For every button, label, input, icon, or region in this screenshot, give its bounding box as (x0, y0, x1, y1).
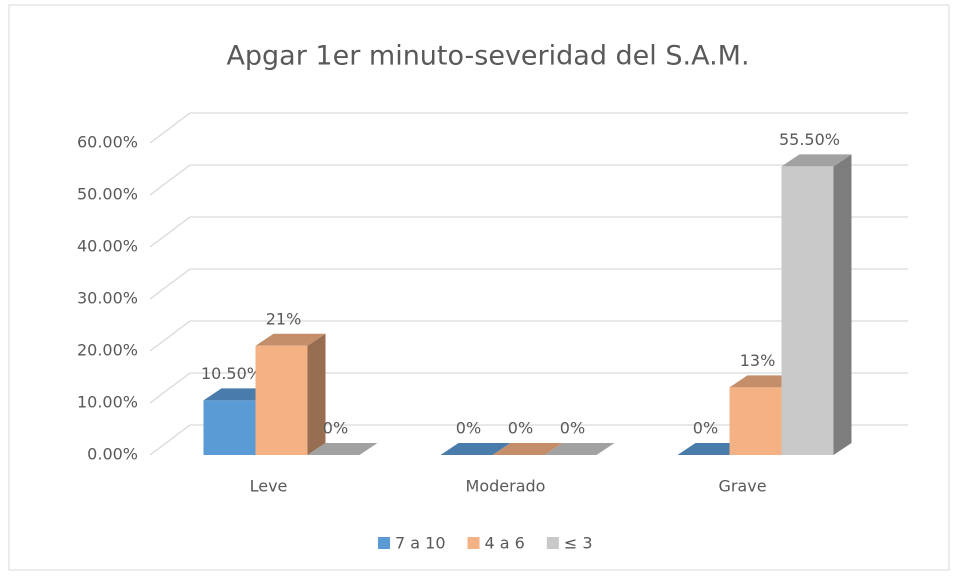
bar-side (307, 333, 326, 455)
grid-line (149, 424, 908, 456)
chart-title: Apgar 1er minuto-severidad del S.A.M. (226, 41, 749, 72)
y-tick-label: 60.00% (77, 133, 138, 152)
legend-label: ≤ 3 (564, 534, 593, 553)
bar-top (492, 443, 563, 455)
x-tick-label: Moderado (466, 477, 546, 496)
bar-top (307, 443, 378, 455)
bar-side (833, 154, 852, 455)
value-label: 0% (508, 419, 533, 438)
value-label: 55.50% (779, 130, 840, 149)
y-tick-label: 20.00% (77, 341, 138, 360)
y-tick-label: 0.00% (87, 445, 138, 464)
legend-label: 7 a 10 (395, 534, 446, 553)
value-label: 0% (323, 419, 348, 438)
x-tick-label: Grave (718, 477, 766, 496)
y-tick-label: 30.00% (77, 289, 138, 308)
bar (255, 345, 308, 455)
value-label: 0% (560, 419, 585, 438)
value-label: 13% (740, 351, 776, 370)
y-tick-label: 40.00% (77, 237, 138, 256)
bar (729, 387, 782, 455)
grid-line (149, 372, 908, 404)
value-label: 0% (456, 419, 481, 438)
bar (781, 166, 834, 455)
bar-top (440, 443, 511, 455)
legend-swatch (467, 537, 480, 549)
grid-line (149, 112, 908, 144)
x-tick-label: Leve (250, 477, 288, 496)
value-label: 0% (693, 419, 718, 438)
bar-top (255, 333, 326, 346)
grid-line (149, 164, 908, 196)
y-tick-label: 50.00% (77, 185, 138, 204)
legend-swatch (546, 537, 559, 549)
grid-line (149, 268, 908, 300)
value-label: 21% (266, 309, 302, 328)
value-label: 10.50% (201, 364, 262, 383)
grid-line (149, 216, 908, 248)
bar (203, 400, 256, 455)
y-tick-label: 10.00% (77, 393, 138, 412)
legend-label: 4 a 6 (485, 534, 525, 553)
legend-swatch (378, 537, 390, 549)
bar-top (544, 443, 615, 455)
bar-top (781, 154, 852, 167)
grid-line (149, 320, 908, 352)
